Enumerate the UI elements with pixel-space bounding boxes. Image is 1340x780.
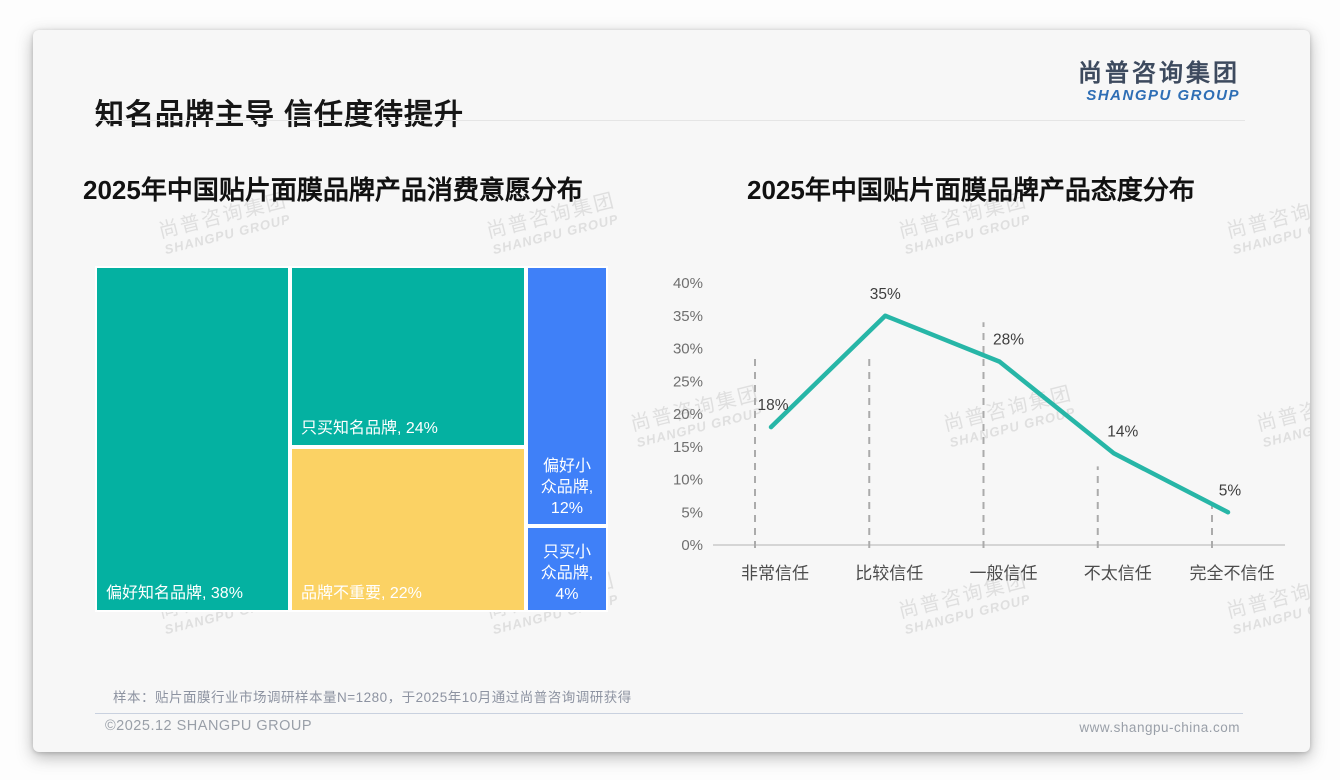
x-axis-category-label: 一般信任 [970,564,1038,583]
company-logo: 尚普咨询集团 SHANGPU GROUP [1078,60,1240,105]
x-axis-category-label: 非常信任 [741,564,809,583]
website-url: www.shangpu-china.com [1079,720,1240,735]
watermark-cn-text: 尚普咨询集团 [1224,189,1310,243]
x-axis-category-label: 比较信任 [855,564,923,583]
treemap-cell: 偏好知名品牌, 38% [95,266,290,612]
slide-card: 尚普咨询集团 SHANGPU GROUP 尚普咨询集团 SHANGPU GROUP 尚普… [33,30,1310,752]
data-point-label: 18% [757,397,788,414]
data-point-label: 5% [1219,482,1242,499]
treemap-title: 2025年中国贴片面膜品牌产品消费意愿分布 [83,175,583,205]
treemap-cell: 偏好小 众品牌, 12% [525,266,608,526]
watermark-en-text: SHANGPU GROUP [162,211,293,258]
y-axis-tick-label: 25% [673,373,703,390]
y-axis-tick-label: 20% [673,406,703,423]
footer-divider [95,713,1243,714]
treemap-cell-label: 只买知名品牌, 24% [300,419,438,437]
treemap-cell: 品牌不重要, 22% [289,446,526,612]
x-axis-category-label: 不太信任 [1084,564,1152,583]
treemap-cell-label: 偏好小 众品牌, 12% [540,457,594,517]
copyright-text: ©2025.12 SHANGPU GROUP [105,718,313,734]
logo-english-text: SHANGPU GROUP [1086,87,1240,104]
trend-line [768,313,1231,515]
y-axis-tick-label: 35% [673,308,703,325]
treemap-cell-label: 只买小 众品牌, 4% [540,544,594,603]
treemap-cell: 只买知名品牌, 24% [289,266,526,447]
line-chart-title: 2025年中国贴片面膜品牌产品态度分布 [747,175,1195,205]
treemap-cell-label: 品牌不重要, 22% [300,584,422,602]
treemap-chart: 偏好知名品牌, 38% 只买知名品牌, 24% 品牌不重要, 22% 偏好小 众品牌,… [95,266,608,612]
data-point-label: 14% [1107,423,1138,440]
header-divider [95,120,1245,121]
treemap-cell-label: 偏好知名品牌, 38% [106,585,243,602]
watermark-en-text: SHANGPU GROUP [490,211,621,258]
data-point-label: 35% [870,286,901,303]
y-axis-tick-label: 0% [681,537,703,554]
line-chart: 0% 5% 10% 15% 20% 25% 30% 35% 40% 非常信任 比较信任 一般信任 不太信… [673,275,1285,583]
y-axis-tick-label: 5% [681,504,703,521]
x-axis-category-label: 完全不信任 [1190,564,1275,583]
data-point-label: 28% [993,332,1024,349]
y-axis-tick-label: 30% [673,341,703,358]
page-title: 知名品牌主导 信任度待提升 [95,99,465,132]
sample-note: 样本：贴片面膜行业市场调研样本量N=1280，于2025年10月通过尚普咨询调研… [113,690,632,705]
logo-chinese-text: 尚普咨询集团 [1078,60,1240,87]
treemap-cell: 只买小 众品牌, 4% [525,525,608,612]
y-axis-tick-label: 15% [673,439,703,456]
y-axis-tick-label: 40% [673,275,703,292]
y-axis-tick-label: 10% [673,472,703,489]
